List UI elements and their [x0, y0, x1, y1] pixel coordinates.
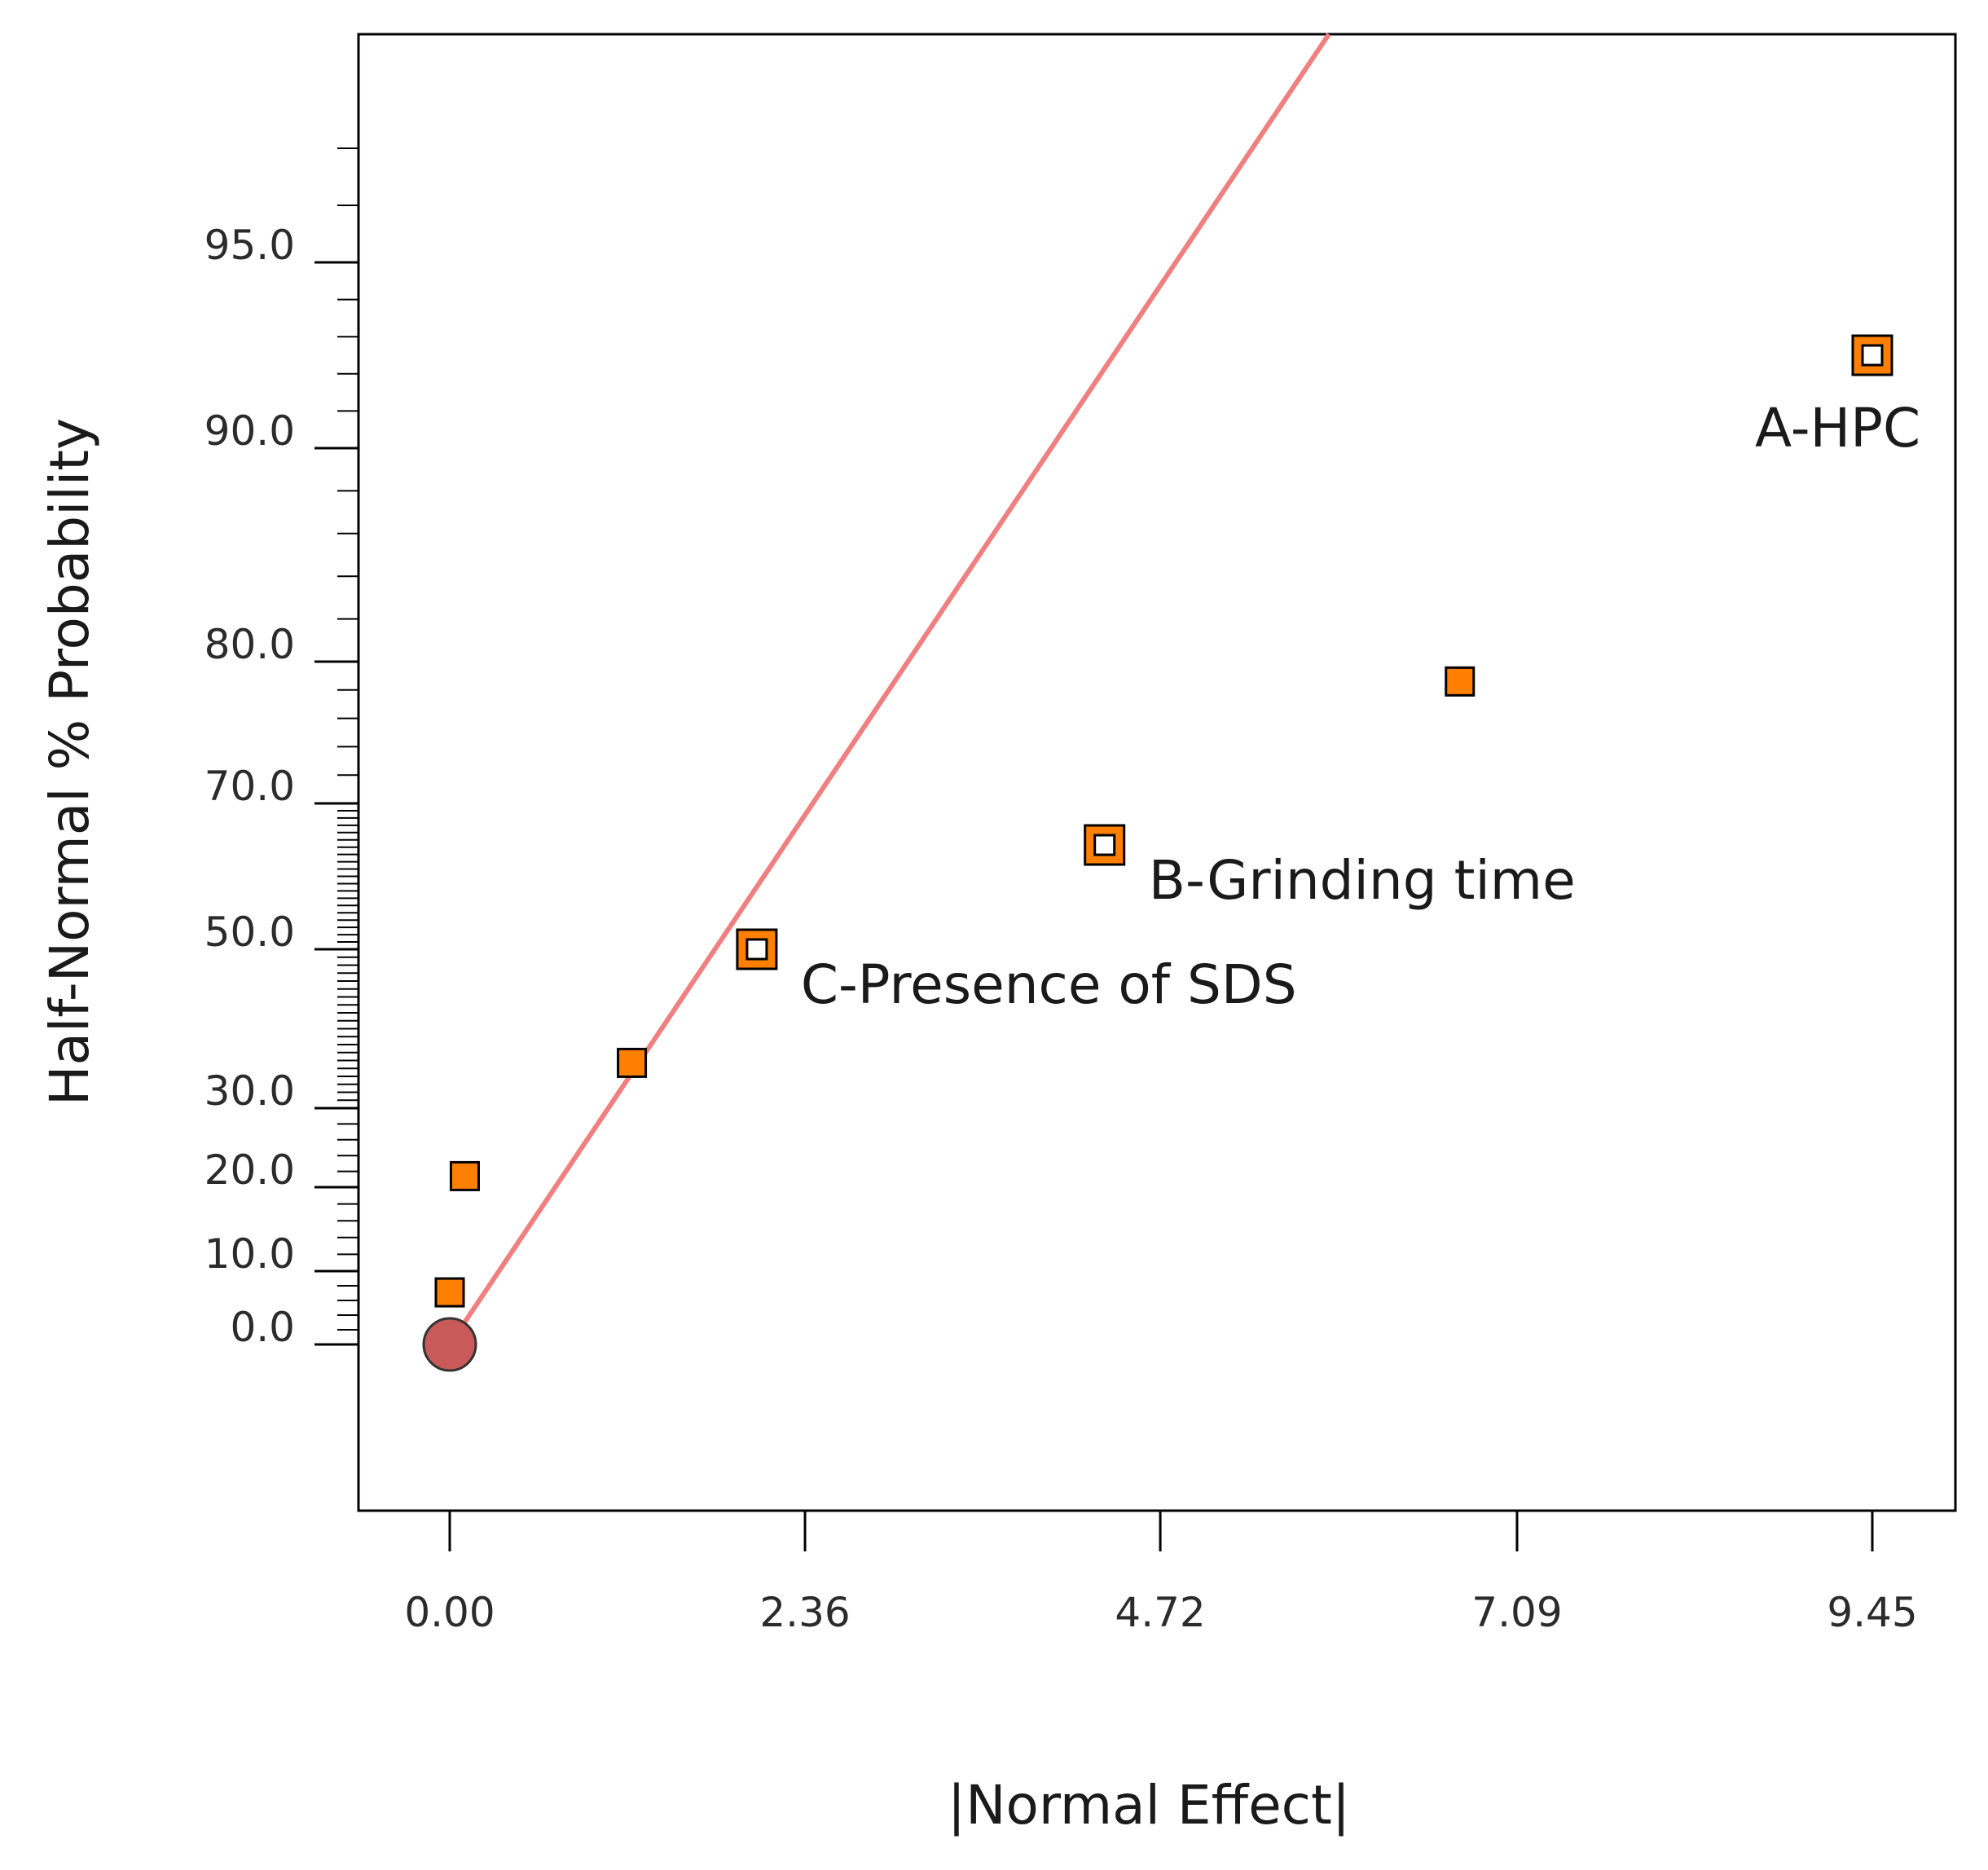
data-point	[449, 1160, 480, 1191]
x-axis-title: |Normal Effect|	[948, 1774, 1350, 1837]
y-tick-label: 80.0	[205, 621, 295, 668]
y-tick-label: 10.0	[205, 1230, 295, 1278]
error-point-marker	[422, 1317, 477, 1372]
y-tick-label: 90.0	[205, 407, 295, 455]
point-label: A-HPC	[1755, 397, 1920, 460]
x-tick-label: 2.36	[759, 1589, 850, 1636]
term-point-marker	[1445, 666, 1476, 697]
data-points: A-HPC B-Grinding time C-Presence of SDS	[422, 334, 1920, 1372]
data-point: B-Grinding time	[1084, 824, 1576, 912]
plot-area	[357, 33, 1957, 1512]
x-axis: 0.00 2.36 4.72 7.09 9.45	[404, 1511, 1918, 1636]
data-point	[1445, 666, 1476, 697]
term-point-marker	[1851, 334, 1893, 376]
term-point-marker	[617, 1047, 648, 1078]
data-point	[434, 1277, 465, 1308]
y-tick-label: 0.0	[230, 1304, 295, 1351]
term-point-marker	[434, 1277, 465, 1308]
term-point-inner	[1093, 834, 1116, 856]
data-point: C-Presence of SDS	[736, 928, 1297, 1016]
term-point-marker	[449, 1160, 480, 1191]
y-tick-label: 30.0	[205, 1067, 295, 1115]
x-tick-label: 0.00	[404, 1589, 495, 1636]
point-label: B-Grinding time	[1149, 849, 1576, 912]
term-point-inner	[1861, 344, 1884, 367]
y-tick-label: 20.0	[205, 1146, 295, 1194]
y-axis: 0.0 10.0 20.0 30.0 50.0 70.0 80.0 90.0 95.0	[205, 222, 358, 1351]
data-point	[617, 1047, 648, 1078]
y-tick-label: 95.0	[205, 222, 295, 269]
y-axis-title: Half-Normal % Probability	[38, 418, 101, 1106]
y-tick-label: 70.0	[205, 763, 295, 810]
reference-line	[447, 33, 1331, 1346]
y-minor-ticks	[337, 147, 358, 1331]
y-tick-label: 50.0	[205, 909, 295, 956]
x-tick-label: 9.45	[1827, 1589, 1917, 1636]
data-point: A-HPC	[1755, 334, 1920, 460]
term-point-inner	[746, 938, 768, 961]
point-label: C-Presence of SDS	[801, 953, 1297, 1016]
x-tick-label: 4.72	[1115, 1589, 1205, 1636]
data-point	[422, 1317, 477, 1372]
x-tick-label: 7.09	[1471, 1589, 1562, 1636]
